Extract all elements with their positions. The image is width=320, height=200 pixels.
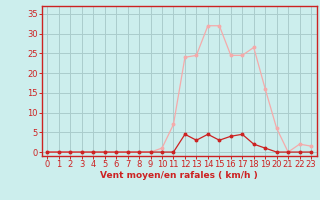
X-axis label: Vent moyen/en rafales ( km/h ): Vent moyen/en rafales ( km/h ) xyxy=(100,171,258,180)
